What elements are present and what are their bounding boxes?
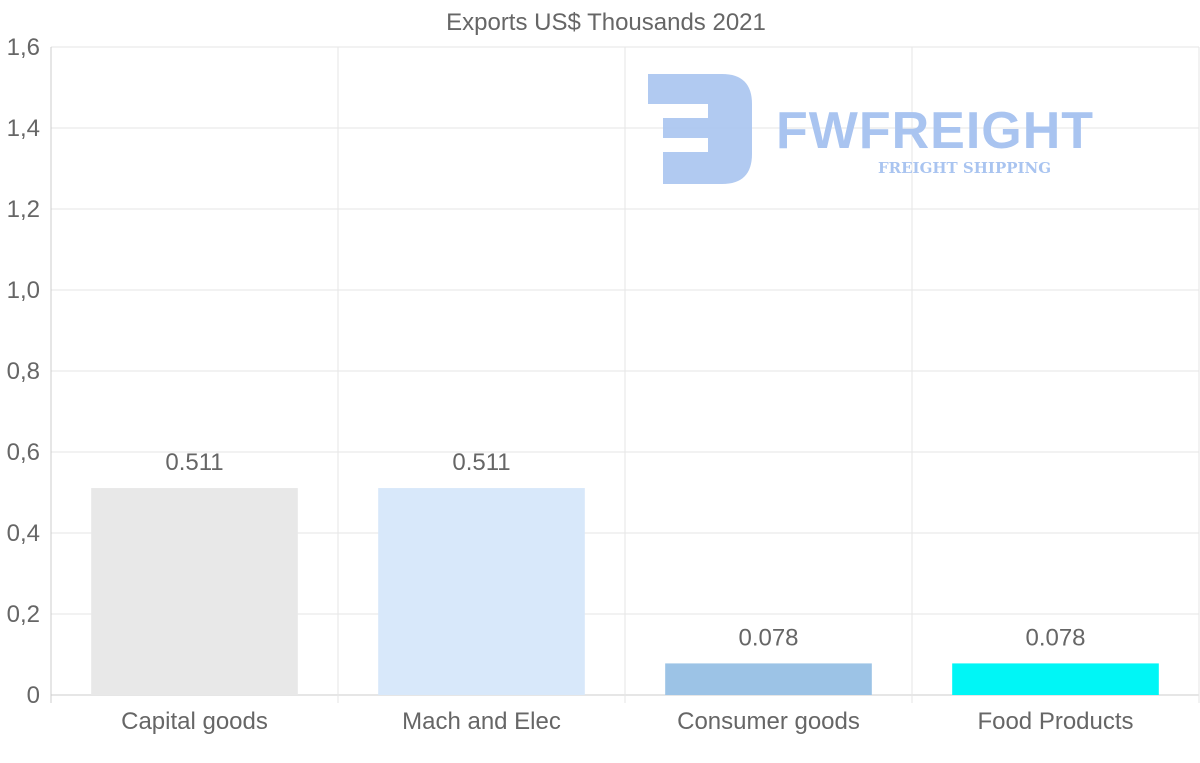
watermark-logo: FWFREIGHT FREIGHT SHIPPING (648, 74, 1094, 184)
y-tick-label: 1,6 (7, 34, 40, 61)
y-tick-label: 0 (27, 682, 40, 709)
y-tick-label: 1,4 (7, 115, 40, 142)
grid-lines (50, 46, 1200, 703)
y-tick-label: 0,8 (7, 358, 40, 385)
x-tick-label: Mach and Elec (402, 708, 561, 735)
fwfreight-logo-icon (648, 74, 752, 184)
y-tick-label: 1,0 (7, 277, 40, 304)
x-tick-label: Consumer goods (677, 708, 860, 735)
bar (665, 663, 872, 695)
x-axis-ticks: Capital goods Mach and Elec Consumer goods… (121, 708, 1133, 735)
data-labels: 0.511 0.511 0.078 0.078 (165, 449, 1085, 651)
bars (91, 488, 1159, 695)
data-label: 0.511 (165, 449, 223, 476)
data-label: 0.511 (452, 449, 510, 476)
data-label: 0.078 (1025, 624, 1085, 651)
y-tick-label: 0,2 (7, 601, 40, 628)
y-tick-label: 0,4 (7, 520, 40, 547)
y-tick-label: 0,6 (7, 439, 40, 466)
watermark-name: FWFREIGHT (776, 102, 1094, 160)
data-label: 0.078 (738, 624, 798, 651)
y-axis-ticks: 0 0,2 0,4 0,6 0,8 1,0 1,2 1,4 1,6 (7, 34, 40, 709)
watermark-tagline: FREIGHT SHIPPING (878, 159, 1051, 177)
bar (952, 663, 1159, 695)
y-tick-label: 1,2 (7, 196, 40, 223)
x-tick-label: Capital goods (121, 708, 268, 735)
bar (378, 488, 585, 695)
chart-title: Exports US$ Thousands 2021 (446, 9, 766, 36)
bar (91, 488, 298, 695)
x-tick-label: Food Products (977, 708, 1133, 735)
